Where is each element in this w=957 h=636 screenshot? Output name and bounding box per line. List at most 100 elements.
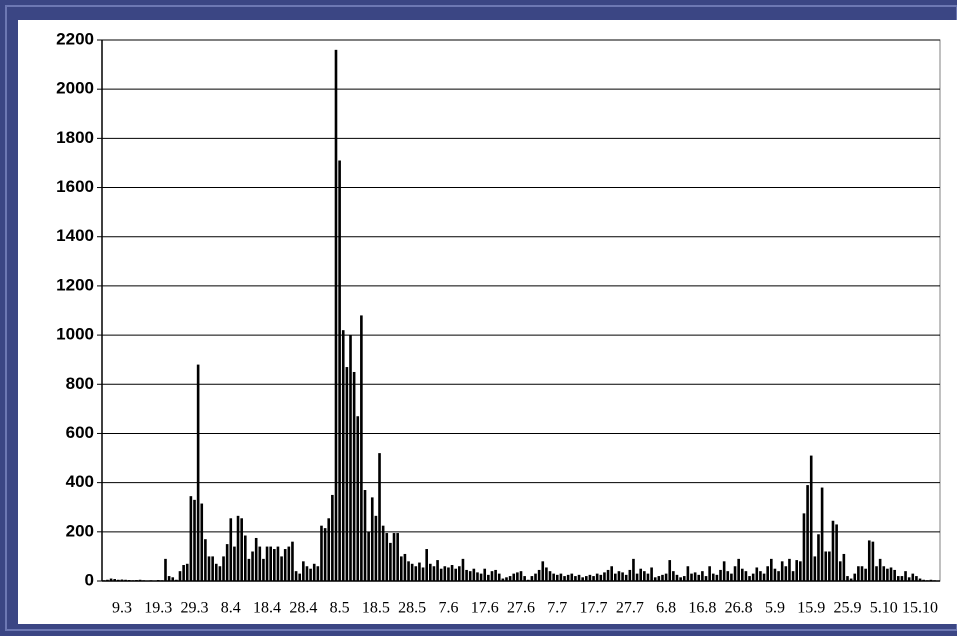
bar — [799, 561, 802, 581]
bar — [403, 553, 407, 581]
bar — [381, 525, 385, 581]
bar — [497, 573, 501, 581]
x-tick-label: 5.9 — [765, 600, 785, 617]
bar — [472, 568, 476, 581]
bar — [109, 578, 113, 581]
bar — [614, 573, 617, 581]
chart-panel — [18, 20, 957, 624]
bar — [715, 574, 719, 581]
bar — [693, 572, 697, 581]
slide-frame — [5, 5, 957, 631]
x-tick-label: 29.3 — [181, 600, 209, 617]
bar — [842, 553, 846, 581]
bar — [817, 534, 820, 581]
x-tick-label: 18.5 — [362, 600, 390, 617]
bar — [657, 576, 661, 581]
bar — [824, 551, 828, 581]
bar — [871, 541, 875, 581]
bar — [552, 573, 555, 581]
bar — [218, 566, 222, 581]
bar — [450, 565, 454, 581]
bar — [508, 576, 512, 581]
bar — [704, 576, 708, 581]
bar — [643, 571, 646, 581]
bar — [777, 571, 780, 581]
y-tick-label: 800 — [66, 374, 94, 393]
bar — [900, 576, 904, 581]
bar — [639, 568, 643, 581]
bar — [566, 574, 570, 581]
bar — [294, 571, 298, 581]
bar — [229, 518, 233, 581]
x-tick-label: 28.5 — [398, 600, 426, 617]
x-tick-label: 27.7 — [616, 600, 644, 617]
bar — [436, 560, 439, 581]
bar — [719, 569, 722, 581]
bar — [204, 539, 207, 581]
x-tick-label: 6.8 — [656, 600, 676, 617]
bar — [341, 330, 345, 581]
bar — [653, 577, 657, 581]
bar — [911, 573, 915, 581]
y-tick-label: 1800 — [56, 128, 94, 147]
bar — [331, 494, 334, 581]
bar — [167, 576, 171, 581]
bar — [378, 453, 381, 581]
bar — [389, 542, 392, 581]
bar — [164, 558, 167, 581]
y-tick-label: 0 — [85, 570, 94, 589]
y-tick-label: 600 — [66, 423, 94, 442]
bar — [305, 566, 309, 581]
bar — [298, 573, 302, 581]
bar — [494, 569, 497, 581]
bar — [788, 558, 791, 581]
bar — [751, 573, 755, 581]
bar — [254, 537, 258, 581]
bar — [545, 567, 548, 581]
bar — [904, 571, 907, 581]
bar — [280, 556, 283, 581]
x-tick-label: 8.4 — [221, 600, 241, 617]
bar — [273, 549, 276, 581]
bar — [541, 561, 545, 581]
bar — [414, 566, 418, 581]
x-tick-label: 7.6 — [438, 600, 458, 617]
bar — [196, 364, 200, 581]
bar — [200, 503, 204, 581]
bar — [886, 568, 889, 581]
bar — [860, 566, 864, 581]
bar — [835, 524, 838, 581]
x-tick-label: 15.9 — [797, 600, 825, 617]
bar — [483, 568, 487, 581]
bar — [559, 573, 563, 581]
bar — [679, 577, 682, 581]
bar — [606, 569, 610, 581]
bar — [762, 573, 766, 581]
bar — [113, 579, 117, 581]
x-tick-label: 16.8 — [688, 600, 716, 617]
bar — [454, 568, 458, 581]
x-tick-label: 5.10 — [870, 600, 898, 617]
bar — [773, 568, 777, 581]
bar — [581, 577, 584, 581]
bar — [882, 566, 886, 581]
bar — [407, 561, 410, 581]
bar — [603, 572, 606, 581]
bar — [650, 567, 653, 581]
y-tick-label: 200 — [66, 521, 94, 540]
bar — [487, 574, 490, 581]
x-tick-label: 19.3 — [144, 600, 172, 617]
bar — [345, 367, 349, 581]
bar — [363, 490, 367, 581]
x-tick-label: 28.4 — [289, 600, 317, 617]
bar — [530, 576, 534, 581]
x-tick-label: 27.6 — [507, 600, 535, 617]
bar — [893, 569, 896, 581]
bar — [701, 571, 704, 581]
bar — [595, 573, 599, 581]
bar — [323, 528, 327, 581]
bar — [269, 546, 272, 581]
bar — [519, 571, 523, 581]
bar — [222, 556, 225, 581]
